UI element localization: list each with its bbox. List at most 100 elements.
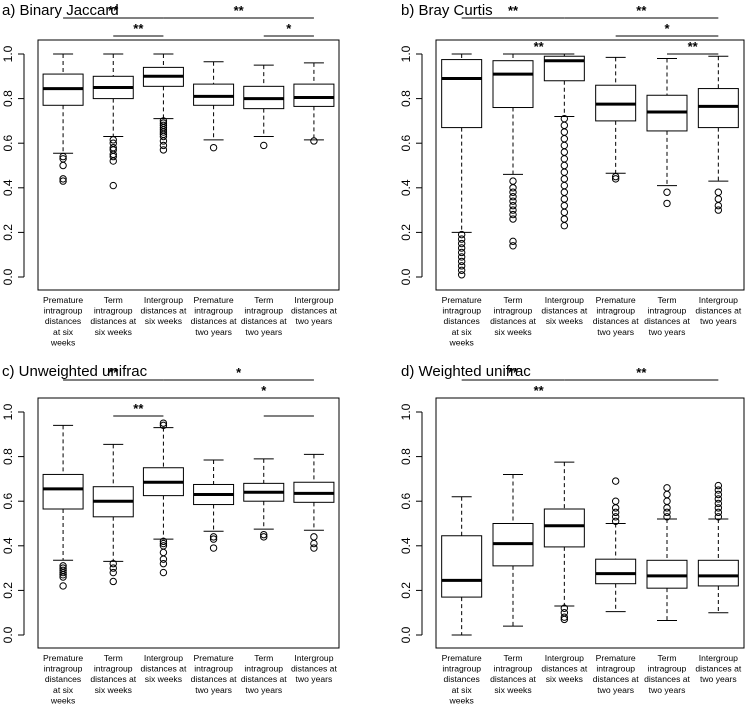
x-category-label-line: distances at: [140, 306, 186, 316]
outlier-point: [59, 161, 67, 170]
outlier-point: [159, 128, 168, 136]
outlier-point: [714, 499, 723, 508]
x-category-label-line: distances: [444, 316, 480, 326]
significance-label: **: [688, 39, 699, 54]
x-category-label-line: intragroup: [194, 306, 233, 316]
x-category-label-line: Term: [104, 295, 123, 305]
outlier-point: [560, 215, 569, 223]
outlier-point: [509, 177, 517, 185]
outlier-point: [509, 215, 517, 223]
outlier-point: [611, 508, 620, 517]
plot-frame: [435, 397, 745, 649]
outlier-point: [611, 175, 620, 183]
x-category-label-line: Intergroup: [545, 295, 584, 305]
x-category-label-line: distances at: [191, 316, 237, 326]
box-2: [92, 443, 134, 586]
x-category-label-line: intragroup: [44, 664, 83, 674]
x-category-label: Premature intragroup distances at two years: [593, 653, 639, 695]
x-category-label-line: Premature: [43, 295, 83, 305]
y-tick-label: 1.0: [1, 45, 15, 62]
outlier-point: [109, 577, 117, 586]
outlier-point: [457, 230, 466, 239]
outlier-point: [457, 266, 466, 275]
outlier-point: [109, 564, 117, 572]
outlier-point: [611, 477, 620, 485]
box-5: [243, 64, 285, 150]
x-category-label-line: intragroup: [648, 664, 687, 674]
outlier-point: [109, 136, 117, 144]
significance-bracket: *: [213, 383, 314, 399]
y-tick-label: 0.0: [399, 268, 413, 285]
x-category-label-line: six weeks: [95, 685, 132, 695]
x-category-label-line: intragroup: [596, 306, 635, 316]
x-category-label-line: distances: [444, 674, 480, 684]
x-category-label: Intergroup distances at six weeks: [541, 295, 587, 326]
significance-bracket: **: [461, 365, 565, 381]
box-3: [543, 53, 585, 230]
significance-label: **: [534, 383, 545, 398]
x-category-label: Intergroup distances at six weeks: [140, 653, 186, 684]
outlier-point: [663, 484, 671, 492]
x-category-label-line: Intergroup: [294, 653, 333, 663]
x-category-label-line: Premature: [442, 295, 482, 305]
outlier-point: [611, 497, 620, 505]
significance-label: *: [664, 21, 670, 36]
outlier-point: [560, 155, 569, 163]
outlier-point: [457, 253, 466, 261]
y-tick-label: 0.6: [399, 135, 413, 152]
outlier-point: [560, 175, 569, 183]
outlier-point: [209, 533, 218, 541]
significance-bracket: **: [63, 365, 164, 381]
significance-label: *: [236, 365, 242, 380]
outlier-point: [457, 248, 466, 257]
y-tick-label: 0.4: [399, 179, 413, 196]
box-2: [492, 53, 534, 250]
outlier-point: [159, 559, 168, 568]
x-category-label-line: distances: [45, 316, 81, 326]
x-category-label: Premature intragroup distances at two years: [593, 295, 639, 337]
significance-label: **: [636, 365, 647, 380]
x-category-label-line: at six: [53, 327, 74, 337]
box-5: [646, 57, 688, 208]
outlier-point: [560, 168, 569, 176]
x-category-label-line: Premature: [194, 653, 234, 663]
x-category-label-line: two years: [296, 674, 333, 684]
x-category-label-line: Term: [503, 295, 522, 305]
outlier-point: [560, 195, 569, 203]
outlier-point: [560, 613, 569, 621]
outlier-point: [159, 132, 168, 141]
y-tick-label: 0.0: [1, 626, 15, 643]
significance-bracket: **: [564, 365, 719, 381]
x-category-label-line: Term: [503, 653, 522, 663]
significance-bracket: **: [564, 3, 719, 19]
x-category-label: Term intragroup distances at two years: [241, 295, 287, 337]
outlier-point: [159, 137, 168, 145]
x-category-label-line: two years: [700, 316, 737, 326]
outlier-point: [159, 548, 168, 557]
box-4: [595, 477, 637, 613]
box-3: [543, 461, 585, 624]
box-2: [92, 53, 134, 190]
outlier-point: [560, 604, 569, 612]
outlier-point: [611, 504, 620, 512]
significance-label: *: [261, 383, 267, 398]
chart-panel-3: c) Unweighted unifrac 0.0 0.2 0.4 0.6 0.8 1.0 P…: [1, 363, 340, 704]
chart-panel-1: a) Binary Jaccard 0.0 0.2 0.4 0.6 0.8 1.0 Prema…: [1, 2, 340, 347]
y-tick-label: 0.0: [1, 268, 15, 285]
significance-bracket: **: [163, 3, 314, 19]
y-tick-label: 0.4: [1, 179, 15, 196]
x-category-label-line: distances at: [140, 664, 186, 674]
x-category-label-line: two years: [296, 316, 333, 326]
x-category-label: Premature intragroup distances at six weeks: [43, 653, 83, 704]
x-category-label: Premature intragroup distances at two years: [191, 653, 237, 695]
outlier-point: [159, 421, 168, 430]
outlier-point: [560, 161, 569, 170]
x-category-label-line: distances at: [90, 316, 136, 326]
box-6: [293, 453, 335, 552]
x-category-label-line: distances at: [90, 674, 136, 684]
outlier-point: [560, 141, 569, 150]
x-category-label-line: at six: [53, 685, 74, 695]
outlier-point: [714, 495, 723, 503]
iqr-box: [441, 59, 483, 129]
outlier-point: [457, 235, 466, 243]
